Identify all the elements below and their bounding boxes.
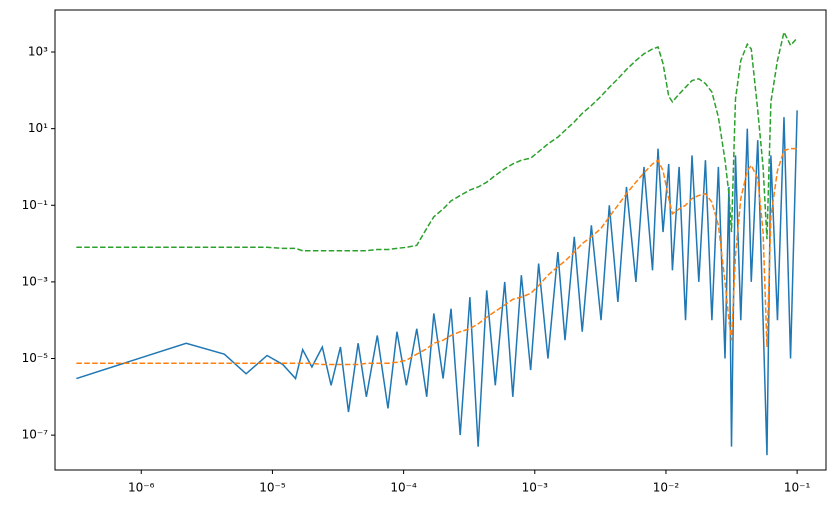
x-tick-label: 10⁻⁵ <box>259 481 286 495</box>
x-tick-label: 10⁻² <box>653 481 680 495</box>
x-tick-label: 10⁻⁶ <box>128 481 155 495</box>
y-tick-label: 10⁻⁷ <box>22 428 49 442</box>
y-tick-label: 10⁻⁵ <box>22 351 49 365</box>
data-line <box>76 147 798 366</box>
y-tick-label: 10⁻¹ <box>22 198 49 212</box>
x-tick-label: 10⁻⁴ <box>390 481 417 495</box>
plot-frame <box>54 9 827 471</box>
data-line <box>76 29 798 252</box>
y-tick-label: 10¹ <box>28 121 48 135</box>
y-tick-label: 10⁻³ <box>22 274 49 288</box>
data-line <box>76 110 798 456</box>
x-tick-label: 10⁻³ <box>522 481 549 495</box>
y-tick-label: 10³ <box>28 45 48 59</box>
x-tick-label: 10⁻¹ <box>784 481 811 495</box>
